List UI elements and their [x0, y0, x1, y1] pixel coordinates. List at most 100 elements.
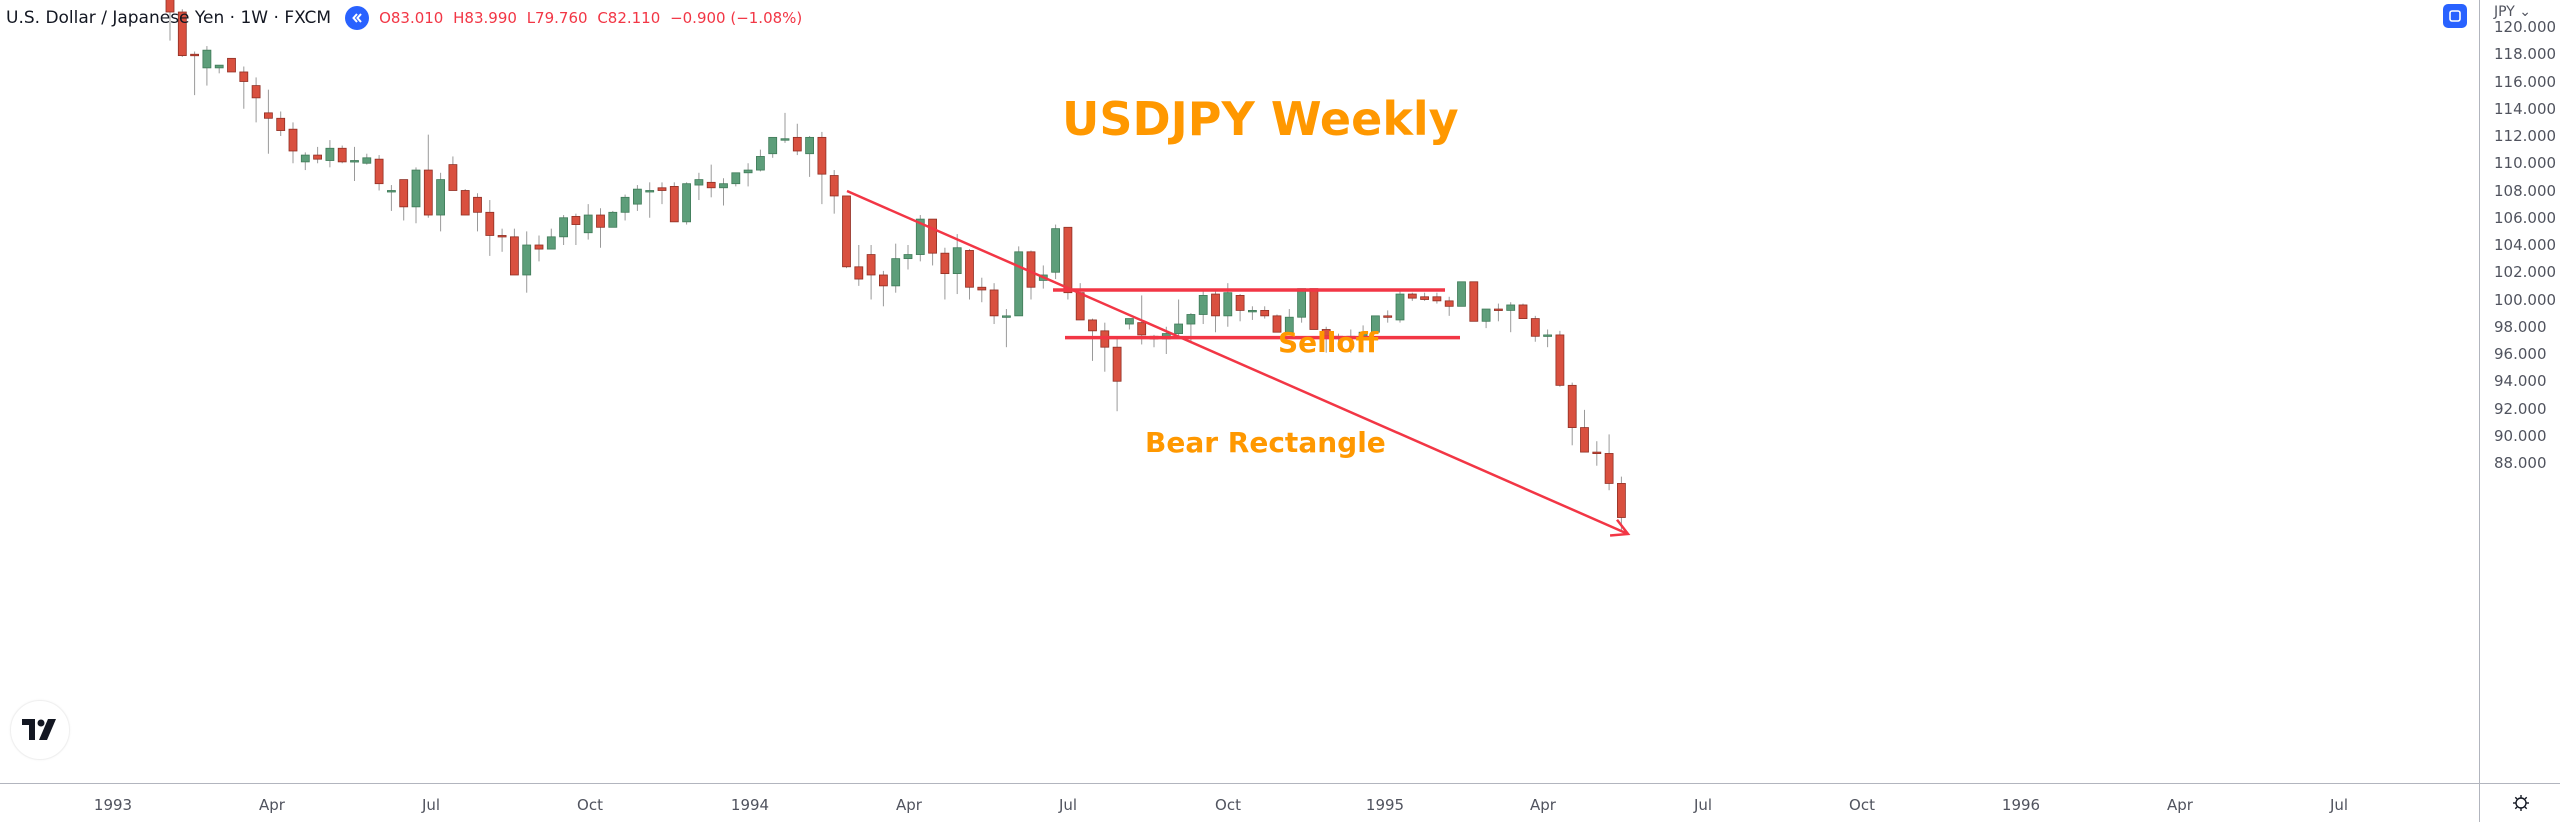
- candle: [842, 195, 851, 269]
- candle: [1088, 318, 1097, 361]
- candle: [559, 215, 568, 245]
- candle: [620, 194, 630, 221]
- price-axis[interactable]: JPY ⌄ 120.000 118.000 116.000 114.000 112.00…: [2479, 0, 2560, 783]
- candle: [1248, 306, 1257, 320]
- price-label: 102.000: [2494, 263, 2557, 282]
- candle: [473, 193, 482, 232]
- candle: [940, 247, 950, 300]
- candle: [1198, 288, 1208, 325]
- candle: [1617, 476, 1626, 532]
- candle: [1272, 314, 1282, 333]
- tradingview-logo-button[interactable]: [10, 700, 70, 760]
- candle: [460, 189, 470, 216]
- candle: [509, 228, 519, 276]
- candle: [1592, 441, 1602, 466]
- candle: [1444, 296, 1454, 316]
- candle: [805, 136, 814, 177]
- candle: [546, 228, 556, 250]
- candle: [1481, 308, 1491, 329]
- time-label: Oct: [1215, 796, 1241, 814]
- time-label: Oct: [1849, 796, 1875, 814]
- candle: [817, 131, 827, 205]
- ohlc-values: O83.010 H83.990 L79.760 C82.110 −0.900 (…: [379, 9, 807, 27]
- time-label: Apr: [1530, 796, 1556, 814]
- candle: [288, 122, 298, 164]
- candlestick-plot[interactable]: [0, 0, 2479, 783]
- candle: [792, 123, 802, 156]
- candle: [263, 89, 273, 154]
- chart-pane[interactable]: U.S. Dollar / Japanese Yen · 1W · FXCM O…: [0, 0, 2479, 783]
- candle: [522, 231, 532, 293]
- candle: [190, 51, 200, 96]
- ohlc-close: C82.110: [597, 9, 661, 27]
- candle: [276, 111, 286, 136]
- candle: [977, 277, 987, 303]
- candle: [374, 155, 384, 191]
- candle: [583, 204, 593, 240]
- price-label: 100.000: [2494, 290, 2557, 309]
- double-chevron-left-icon: [352, 13, 362, 23]
- fullscreen-icon: [2449, 10, 2461, 22]
- chart-title-annotation[interactable]: USDJPY Weekly: [1062, 92, 1459, 146]
- candle: [694, 172, 704, 201]
- candle: [534, 235, 544, 262]
- candle: [497, 228, 507, 252]
- candle: [596, 208, 605, 248]
- selloff-trend-arrow[interactable]: [846, 189, 1629, 536]
- candle: [965, 249, 974, 300]
- candle: [448, 156, 458, 191]
- currency-selector[interactable]: JPY ⌄: [2494, 4, 2531, 20]
- chart-settings-button[interactable]: [2479, 783, 2560, 822]
- candle: [1051, 224, 1060, 280]
- candle: [743, 163, 753, 187]
- time-label: Apr: [259, 796, 285, 814]
- ohlc-high: H83.990: [453, 9, 517, 27]
- candle: [989, 283, 999, 325]
- selloff-annotation[interactable]: Selloff: [1278, 326, 1379, 359]
- candle: [1026, 250, 1036, 300]
- candle: [239, 66, 249, 109]
- time-label: Jul: [2329, 796, 2349, 814]
- candle: [1125, 318, 1134, 330]
- candle: [1014, 246, 1024, 317]
- candle: [1309, 288, 1319, 330]
- price-label: 90.000: [2494, 426, 2547, 445]
- candle: [891, 243, 901, 293]
- candle: [1395, 288, 1405, 323]
- tradingview-logo-icon: [22, 719, 56, 740]
- candle: [633, 185, 642, 211]
- candle: [645, 182, 655, 218]
- price-label: 96.000: [2494, 345, 2547, 363]
- candle: [300, 152, 310, 171]
- candle: [1383, 310, 1393, 323]
- candle: [1457, 281, 1466, 307]
- candle: [1530, 315, 1540, 342]
- candle: [1211, 288, 1220, 333]
- time-label: Oct: [577, 796, 603, 814]
- price-label: 106.000: [2494, 208, 2557, 227]
- candle: [682, 182, 691, 225]
- candle: [1494, 303, 1503, 322]
- candle: [386, 185, 396, 211]
- candle: [854, 245, 864, 286]
- candle: [1284, 309, 1294, 333]
- price-label: 120.000: [2494, 18, 2557, 36]
- candle: [952, 234, 962, 295]
- time-label: Apr: [896, 796, 922, 814]
- candle: [1002, 309, 1011, 348]
- price-label: 108.000: [2494, 181, 2557, 200]
- price-label: 116.000: [2494, 72, 2557, 91]
- candle: [325, 140, 335, 168]
- fullscreen-button[interactable]: [2443, 4, 2467, 28]
- bear-rectangle-annotation[interactable]: Bear Rectangle: [1145, 426, 1386, 459]
- collapse-legend-button[interactable]: [345, 6, 370, 30]
- candle: [485, 200, 495, 256]
- candle: [436, 172, 446, 232]
- candle: [227, 57, 236, 73]
- price-label: 98.000: [2494, 317, 2547, 336]
- candle: [1469, 281, 1479, 322]
- price-label: 118.000: [2494, 45, 2557, 64]
- arrowhead-icon: [1609, 518, 1631, 537]
- time-axis[interactable]: 1993 Apr Jul Oct 1994 Apr Jul Oct 1995 Apr Jul Oct 1…: [0, 783, 2479, 822]
- candle: [1580, 409, 1589, 453]
